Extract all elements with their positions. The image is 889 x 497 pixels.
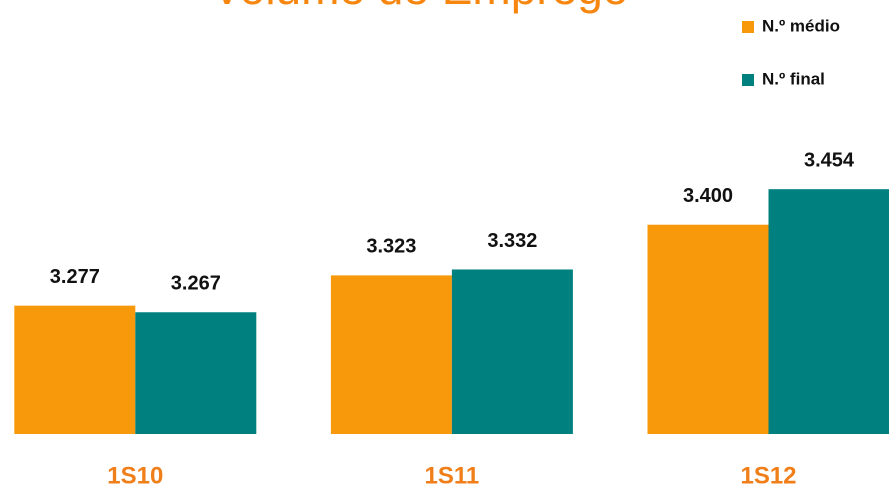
bar bbox=[647, 224, 769, 434]
data-label: 3.267 bbox=[171, 273, 221, 295]
x-tick-label: 1S10 bbox=[107, 462, 163, 489]
x-tick-label: 1S11 bbox=[425, 462, 480, 489]
data-label: 3.400 bbox=[683, 185, 733, 207]
data-label: 3.332 bbox=[487, 230, 537, 252]
legend-label: N.º médio bbox=[762, 16, 840, 35]
legend-label: N.º final bbox=[762, 69, 825, 88]
x-tick-label: 1S12 bbox=[740, 462, 796, 489]
bar bbox=[768, 189, 889, 434]
data-label: 3.277 bbox=[50, 266, 100, 288]
legend-swatch bbox=[742, 74, 754, 86]
bar bbox=[451, 269, 573, 434]
chart-title: Volume de Emprego bbox=[212, 0, 629, 14]
bar bbox=[330, 275, 452, 434]
bar bbox=[14, 305, 136, 434]
bar bbox=[135, 312, 257, 434]
data-label: 3.454 bbox=[804, 149, 855, 171]
data-label: 3.323 bbox=[366, 236, 416, 258]
legend-swatch bbox=[742, 21, 754, 33]
